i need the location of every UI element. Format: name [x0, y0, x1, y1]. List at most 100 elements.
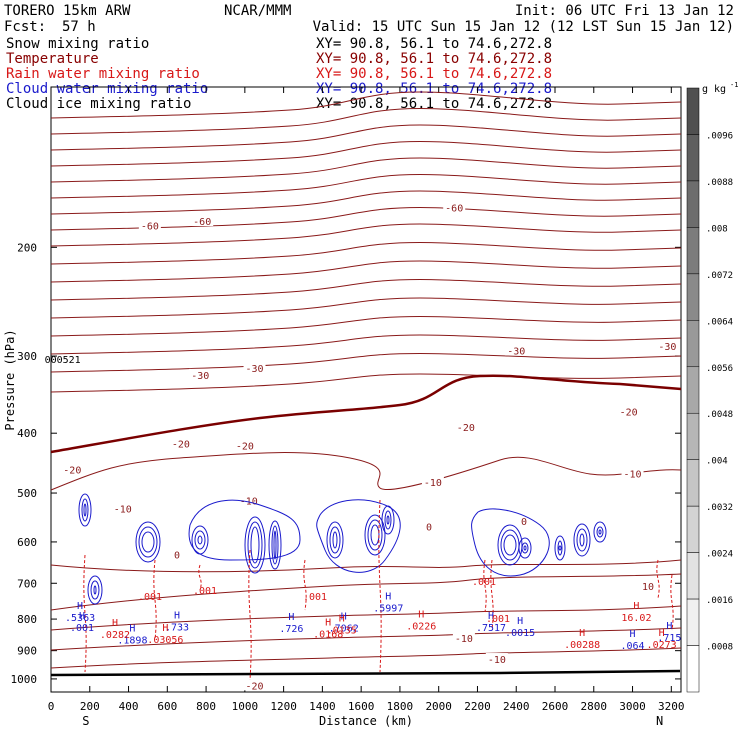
rain-water-maximum-h: H — [162, 623, 168, 634]
cloud-water-contour — [194, 530, 206, 550]
rain-water-maximum-value: .0135 — [327, 626, 357, 637]
temperature-contour — [50, 352, 682, 373]
colorbar-segment — [686, 552, 700, 600]
cloud-water-contour — [78, 493, 92, 527]
temperature-contour — [50, 647, 682, 669]
cloud-water-contour — [268, 520, 282, 570]
temperature-label-mask — [443, 201, 466, 213]
cloud-water-contour — [364, 514, 386, 556]
colorbar-level-label: .008 — [706, 224, 728, 234]
temperature-label-mask — [656, 339, 679, 351]
temperature-contour-zero — [50, 374, 682, 454]
colorbar-segment — [686, 227, 700, 275]
cloud-water-maximum-h: H — [79, 611, 85, 622]
rain-water-contour — [198, 564, 202, 591]
temperature-label: -60 — [445, 203, 463, 214]
rain-water-contour — [670, 574, 674, 631]
rain-water-contour — [248, 549, 252, 681]
colorbar-segment — [686, 180, 700, 228]
temperature-label-mask — [485, 653, 508, 665]
cloud-water-maximum-h: H — [174, 611, 180, 622]
colorbar-level-label: .0064 — [706, 317, 733, 327]
cloud-water-maximum-value: .726 — [279, 624, 303, 635]
temperature-label-mask — [637, 580, 660, 592]
x-tick-label: 0 — [48, 700, 55, 713]
x-tick-label: 800 — [196, 700, 216, 713]
cloud-water-maximum-value: .5997 — [373, 604, 403, 615]
temperature-contour — [50, 223, 682, 247]
x-tick-label: 200 — [80, 700, 100, 713]
north-label: N — [656, 714, 663, 728]
cloud-water-contour — [381, 505, 395, 535]
cloud-water-contour — [81, 498, 89, 522]
field-label: Rain water mixing ratio — [6, 66, 200, 82]
temperature-label-mask — [243, 362, 266, 374]
cloud-water-maximum-value: .7062 — [329, 624, 359, 635]
temperature-contour — [50, 573, 682, 611]
temperature-label-mask — [512, 514, 535, 526]
rain-water-maximum-value: .03056 — [147, 635, 183, 646]
temperature-label-mask — [138, 219, 161, 231]
x-tick-label: 1200 — [270, 700, 297, 713]
init-time: Init: 06 UTC Fri 13 Jan 12 — [515, 3, 734, 19]
colorbar-segment — [686, 87, 700, 135]
x-tick-label: 1800 — [387, 700, 414, 713]
rain-water-contour — [483, 559, 487, 613]
cloud-water-contour — [598, 529, 602, 535]
temperature-label: -20 — [63, 466, 81, 477]
colorbar-segment — [686, 645, 700, 693]
temperature-label: -10 — [488, 655, 506, 666]
temperature-label-mask — [237, 494, 260, 506]
cloud-water-contour — [503, 534, 517, 556]
temperature-contour — [50, 107, 682, 135]
rain-water-maximum-h: H — [112, 618, 118, 629]
cloud-water-maximum-value: .1898 — [117, 636, 147, 647]
temperature-contour — [50, 173, 682, 199]
cloud-water-contour — [90, 580, 100, 600]
cloud-water-contour — [271, 525, 279, 565]
temperature-label: -10 — [455, 634, 473, 645]
temperature-label: -30 — [658, 342, 676, 353]
rain-water-maximum-value: .0282 — [100, 630, 130, 641]
temperature-label: 0 — [174, 550, 180, 561]
x-tick-label: 2400 — [503, 700, 530, 713]
cloud-water-maximum-h: H — [488, 611, 494, 622]
x-axis-label: Distance (km) — [319, 714, 413, 728]
colorbar-segment — [686, 412, 700, 460]
rain-water-contour — [83, 554, 87, 673]
temperature-label: -30 — [191, 371, 209, 382]
temperature-label-mask — [166, 548, 188, 560]
cloud-water-contour — [593, 521, 607, 543]
temperature-contour — [50, 315, 682, 337]
cloud-water-contour — [316, 499, 401, 573]
cloud-water-maximum-value: .0015 — [505, 628, 535, 639]
rain-water-maximum-value: .0168 — [313, 630, 343, 641]
cloud-water-maximum-h: H — [517, 616, 523, 627]
cloud-water-maximum-h: H — [129, 624, 135, 635]
x-tick-label: 1400 — [309, 700, 336, 713]
cloud-water-maximum-h: H — [630, 629, 636, 640]
cloud-water-contour — [138, 526, 158, 558]
cloud-water-contour — [518, 537, 532, 559]
temperature-label: -20 — [620, 407, 638, 418]
x-tick-label: 2200 — [464, 700, 491, 713]
temperature-label-mask — [189, 368, 212, 380]
x-tick-label: 1000 — [232, 700, 259, 713]
temperature-label-mask — [61, 463, 84, 475]
cloud-water-contour — [579, 533, 585, 547]
rain-water-maximum-value: 16.02 — [621, 613, 651, 624]
cloud-water-contour — [554, 535, 566, 561]
x-tick-label: 1600 — [348, 700, 375, 713]
colorbar-level-label: .0016 — [706, 596, 733, 606]
temperature-label: 0 — [426, 523, 432, 534]
y-axis-label: Pressure (hPa) — [3, 329, 17, 430]
temperature-label-mask — [621, 467, 644, 479]
rain-water-maximum-h: H — [325, 618, 331, 629]
temperature-label: -20 — [236, 441, 254, 452]
cloud-water-contour — [521, 542, 529, 554]
temperature-contour — [50, 297, 682, 319]
temperature-label: 0 — [521, 517, 527, 528]
rain-water-maximum-h: H — [633, 601, 639, 612]
field-xy-text: XY= 90.8, 56.1 to 74.6,272.8 — [316, 51, 552, 67]
temperature-label-mask — [243, 679, 266, 691]
